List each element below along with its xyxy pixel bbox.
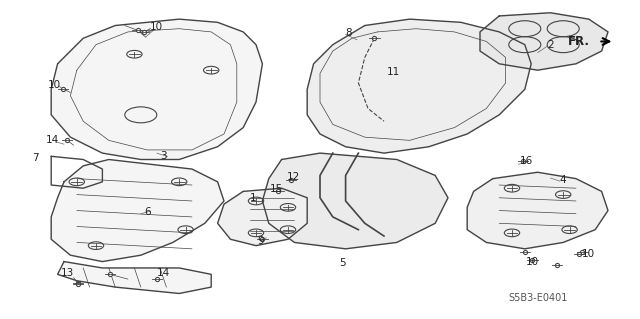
Text: 16: 16 [520, 156, 532, 166]
Text: 10: 10 [582, 249, 595, 259]
Text: FR.: FR. [568, 35, 590, 48]
Text: 15: 15 [270, 184, 283, 195]
Polygon shape [480, 13, 608, 70]
Text: 14: 14 [46, 135, 59, 145]
Text: 8: 8 [346, 28, 352, 38]
Polygon shape [218, 188, 307, 246]
Text: 14: 14 [157, 268, 170, 278]
Polygon shape [262, 153, 448, 249]
Text: 10: 10 [526, 256, 539, 267]
Text: 7: 7 [32, 153, 38, 163]
Text: S5B3-E0401: S5B3-E0401 [508, 293, 567, 303]
Text: 12: 12 [287, 172, 300, 182]
Polygon shape [51, 160, 224, 262]
Polygon shape [51, 19, 262, 160]
Polygon shape [58, 262, 211, 293]
Text: 5: 5 [339, 258, 346, 268]
Text: 4: 4 [560, 174, 566, 185]
Text: 13: 13 [61, 268, 74, 278]
Text: 11: 11 [387, 67, 400, 77]
Text: 6: 6 [144, 207, 150, 217]
Polygon shape [307, 19, 531, 153]
Polygon shape [467, 172, 608, 249]
Text: 10: 10 [150, 22, 163, 32]
Text: 2: 2 [547, 40, 554, 50]
Text: 1: 1 [250, 193, 256, 203]
Text: 3: 3 [160, 151, 166, 161]
Text: 9: 9 [257, 236, 264, 246]
Text: 10: 10 [48, 79, 61, 90]
